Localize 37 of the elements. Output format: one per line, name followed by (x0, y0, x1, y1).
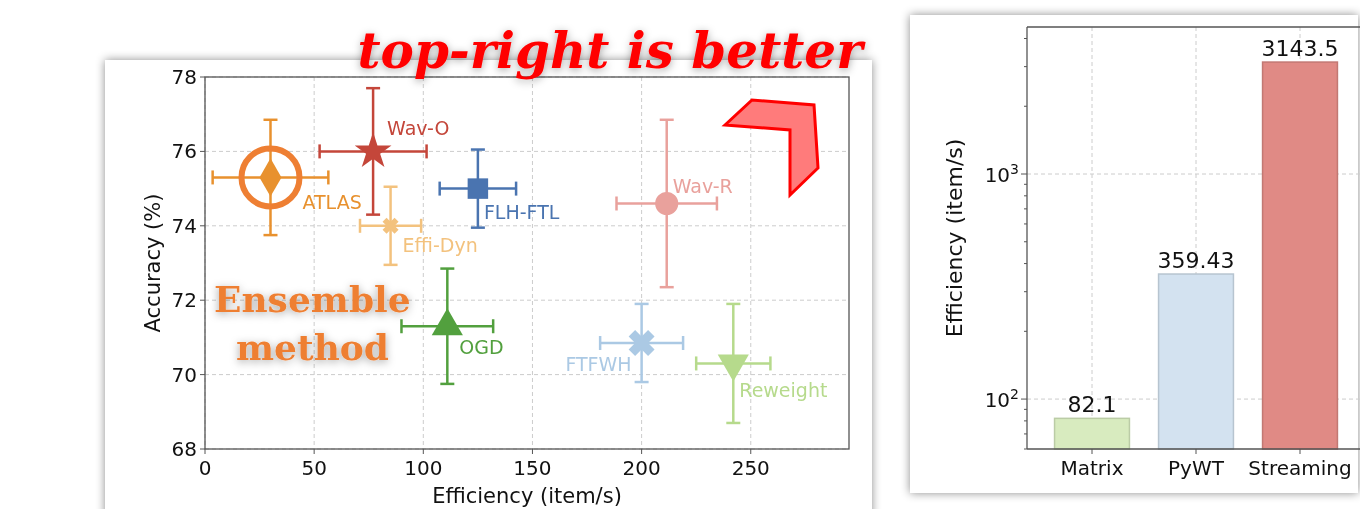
y-tick-label: 74 (171, 213, 197, 238)
point (382, 217, 399, 234)
x-tick-label: Streaming (1248, 456, 1352, 480)
x-tick-label: 250 (731, 456, 770, 480)
annotation: Ensemble method (214, 278, 411, 368)
y-tick-label: 78 (171, 65, 197, 89)
annotation: top-right is better (357, 21, 867, 80)
x-tick-label: 0 (198, 456, 212, 480)
series-label: Wav-O (387, 117, 450, 140)
y-tick-label: 76 (171, 139, 197, 164)
y-tick-label: 70 (171, 362, 197, 387)
series-label: ATLAS (302, 191, 362, 214)
data-label: 3143.5 (1261, 36, 1339, 62)
point (655, 191, 679, 216)
y-tick-label: 10$^{3}$ (984, 161, 1019, 188)
series-label: Effi-Dyn (402, 233, 478, 256)
x-tick-label: Matrix (1060, 456, 1124, 480)
x-axis-title: Efficiency (item/s) (432, 484, 622, 508)
x-tick-label: PyWT (1168, 456, 1225, 480)
series-label: FTFWH (565, 352, 632, 375)
y-tick-label: 10$^{2}$ (984, 386, 1019, 413)
point (467, 178, 489, 199)
data-label: 359.43 (1157, 248, 1235, 274)
y-axis-title: Efficiency (item/s) (942, 138, 967, 338)
y-tick-label: 68 (171, 437, 197, 461)
y-axis-title: Accuracy (%) (141, 193, 165, 333)
y-tick-label: 72 (171, 288, 197, 313)
point (628, 330, 655, 356)
x-tick-label: 50 (301, 456, 327, 480)
data-label: 82.1 (1067, 392, 1117, 418)
series-label: Reweight (739, 379, 828, 402)
x-tick-label: 150 (513, 456, 552, 480)
series-label: Wav-R (672, 175, 733, 198)
series-label: FLH-FTL (483, 200, 560, 223)
x-tick-label: 100 (404, 456, 443, 480)
x-tick-label: 200 (622, 456, 661, 480)
series-label: OGD (459, 336, 504, 359)
